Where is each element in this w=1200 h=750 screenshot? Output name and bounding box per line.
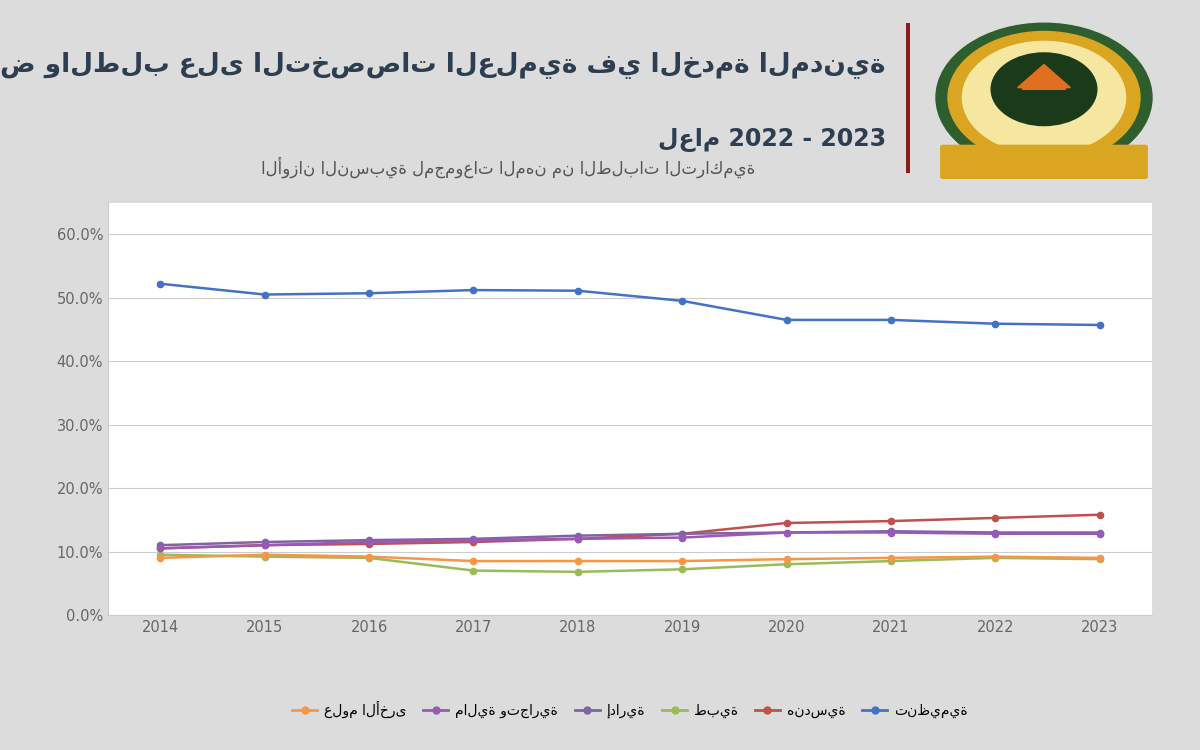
FancyArrow shape xyxy=(1018,64,1070,89)
Legend: علوم الأخرى, مالية وتجارية, إدارية, طبية, هندسية, تنظيمية: علوم الأخرى, مالية وتجارية, إدارية, طبية… xyxy=(287,695,973,724)
Text: لعام 2022 - 2023: لعام 2022 - 2023 xyxy=(658,128,886,152)
Text: الأوزان النسبية لمجموعات المهن من الطلبات التراكمية: الأوزان النسبية لمجموعات المهن من الطلبا… xyxy=(262,156,755,178)
Circle shape xyxy=(948,32,1140,164)
FancyBboxPatch shape xyxy=(941,146,1147,178)
Text: العرض والطلب على التخصصات العلمية في الخدمة المدنية: العرض والطلب على التخصصات العلمية في الخ… xyxy=(0,51,886,78)
Circle shape xyxy=(962,41,1126,154)
Circle shape xyxy=(936,23,1152,172)
Circle shape xyxy=(991,53,1097,125)
